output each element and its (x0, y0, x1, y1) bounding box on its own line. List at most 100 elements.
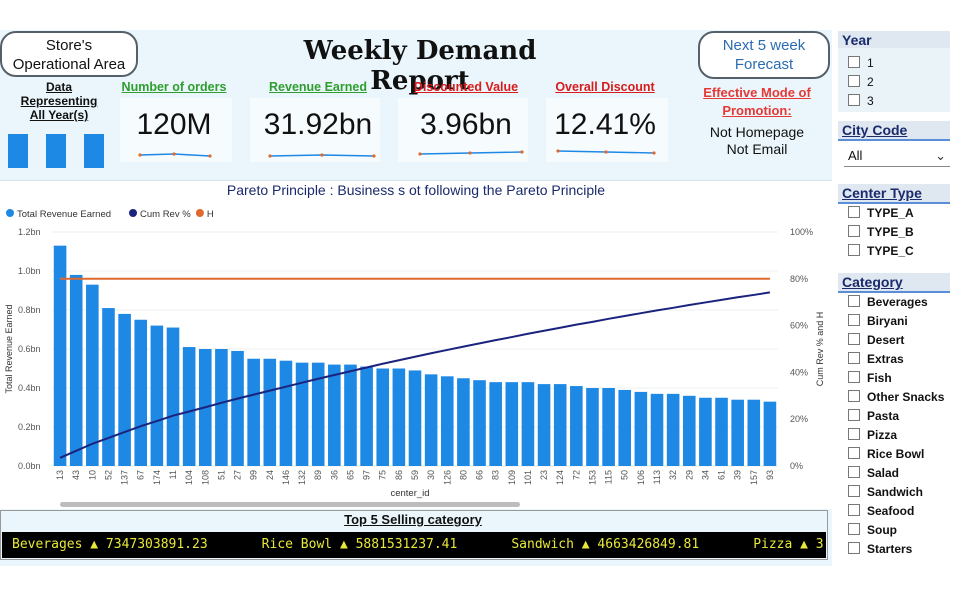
x-tick-label: 66 (475, 470, 485, 480)
category-option-beverages[interactable]: Beverages (848, 295, 928, 309)
category-option-fish[interactable]: Fish (848, 371, 892, 385)
revenue-bar (618, 389, 632, 466)
category-option-sandwich[interactable]: Sandwich (848, 485, 923, 499)
category-option-desert[interactable]: Desert (848, 333, 904, 347)
checkbox-icon[interactable] (848, 56, 860, 68)
revenue-bar (424, 374, 438, 466)
checkbox-icon[interactable] (848, 206, 860, 218)
category-option-pasta[interactable]: Pasta (848, 409, 899, 423)
kpi-title-orders: Number of orders (121, 80, 227, 94)
chart-scrollbar[interactable] (60, 502, 520, 507)
year-bar-icon[interactable] (8, 134, 28, 168)
category-option-other-snacks[interactable]: Other Snacks (848, 390, 944, 404)
checkbox-icon[interactable] (848, 244, 860, 256)
revenue-bar (182, 347, 196, 466)
y2-tick-label: 80% (790, 274, 808, 284)
category-option-extras[interactable]: Extras (848, 352, 904, 366)
category-option-label: Desert (867, 333, 905, 347)
revenue-bar (586, 388, 599, 466)
year-bar-icon[interactable] (84, 134, 104, 168)
promotion-title-line2: Promotion: (722, 103, 792, 118)
checkbox-icon[interactable] (848, 225, 860, 237)
checkbox-icon[interactable] (848, 75, 860, 87)
revenue-bar (344, 364, 357, 466)
revenue-bar (102, 308, 115, 466)
x-tick-label: 153 (587, 470, 597, 485)
revenue-bar (231, 350, 244, 466)
promotion-title: Effective Mode of Promotion: (688, 84, 826, 120)
revenue-bar (408, 370, 422, 466)
y2-tick-label: 0% (790, 461, 803, 471)
category-option-label: Beverages (867, 295, 928, 309)
checkbox-icon[interactable] (848, 333, 860, 345)
category-option-label: Soup (867, 523, 897, 537)
category-option-seafood[interactable]: Seafood (848, 504, 914, 518)
year-slicer-title: Year (838, 31, 950, 51)
data-label-line3: All Year(s) (29, 108, 89, 122)
center-type-option-c[interactable]: TYPE_C (848, 244, 914, 258)
x-tick-label: 146 (281, 470, 291, 485)
x-tick-label: 157 (749, 470, 759, 485)
kpi-card-discount-value (398, 98, 528, 162)
center-type-option-b[interactable]: TYPE_B (848, 225, 914, 239)
x-tick-label: 132 (297, 470, 307, 485)
y2-axis-title: Cum Rev % and H (815, 312, 825, 387)
year-option-2[interactable]: 2 (848, 75, 874, 89)
ticker-title: Top 5 Selling category (344, 512, 482, 527)
legend-label: Total Revenue Earned (17, 209, 111, 220)
checkbox-icon[interactable] (848, 504, 860, 516)
category-option-label: Pasta (867, 409, 900, 423)
category-option-rice-bowl[interactable]: Rice Bowl (848, 447, 924, 461)
category-option-starters[interactable]: Starters (848, 542, 912, 556)
x-tick-label: 50 (620, 470, 630, 480)
checkbox-icon[interactable] (848, 94, 860, 106)
promotion-value-line2: Not Email (726, 141, 788, 157)
x-tick-label: 99 (249, 470, 259, 480)
revenue-bar (570, 386, 583, 466)
checkbox-icon[interactable] (848, 314, 860, 326)
store-operational-area-button[interactable]: Store's Operational Area (0, 31, 138, 77)
checkbox-icon[interactable] (848, 447, 860, 459)
x-tick-label: 23 (539, 470, 549, 480)
category-title-text: Category (842, 274, 903, 290)
city-code-dropdown[interactable]: All ⌄ (844, 145, 950, 167)
category-option-pizza[interactable]: Pizza (848, 428, 897, 442)
revenue-bar (682, 395, 696, 466)
x-tick-label: 30 (426, 470, 436, 480)
checkbox-icon[interactable] (848, 523, 860, 535)
revenue-bar (360, 366, 373, 466)
checkbox-icon[interactable] (848, 352, 860, 364)
center-type-label: TYPE_B (867, 225, 914, 239)
checkbox-icon[interactable] (848, 466, 860, 478)
checkbox-icon[interactable] (848, 542, 860, 554)
forecast-button-line2: Forecast (734, 56, 794, 73)
ticker-item: Sandwich ▲ 4663426849.81 (511, 537, 700, 552)
category-option-salad[interactable]: Salad (848, 466, 899, 480)
checkbox-icon[interactable] (848, 295, 860, 307)
year-bar-icon[interactable] (46, 134, 66, 168)
revenue-bar (489, 382, 502, 466)
year-option-1[interactable]: 1 (848, 56, 874, 70)
revenue-bar (440, 376, 454, 466)
category-option-label: Other Snacks (867, 390, 945, 404)
kpi-title-discounted-value: Discounted Value (413, 80, 519, 94)
year-option-label: 2 (867, 75, 874, 89)
x-tick-label: 126 (442, 470, 452, 485)
category-option-biryani[interactable]: Biryani (848, 314, 908, 328)
forecast-button[interactable]: Next 5 week Forecast (698, 31, 830, 79)
category-option-soup[interactable]: Soup (848, 523, 897, 537)
pareto-chart[interactable]: Total Revenue Earned Cum Rev % H 0.0bn 0.2bn… (0, 198, 832, 510)
x-tick-label: 106 (636, 470, 646, 485)
y-tick-label: 0.4bn (18, 383, 41, 393)
x-tick-label: 80 (458, 470, 468, 480)
year-option-3[interactable]: 3 (848, 94, 874, 108)
checkbox-icon[interactable] (848, 371, 860, 383)
checkbox-icon[interactable] (848, 428, 860, 440)
checkbox-icon[interactable] (848, 485, 860, 497)
y2-tick-label: 60% (790, 321, 808, 331)
year-option-label: 1 (867, 56, 874, 70)
center-type-option-a[interactable]: TYPE_A (848, 206, 914, 220)
checkbox-icon[interactable] (848, 390, 860, 402)
data-representing-label: Data Representing All Year(s) (4, 80, 114, 122)
checkbox-icon[interactable] (848, 409, 860, 421)
